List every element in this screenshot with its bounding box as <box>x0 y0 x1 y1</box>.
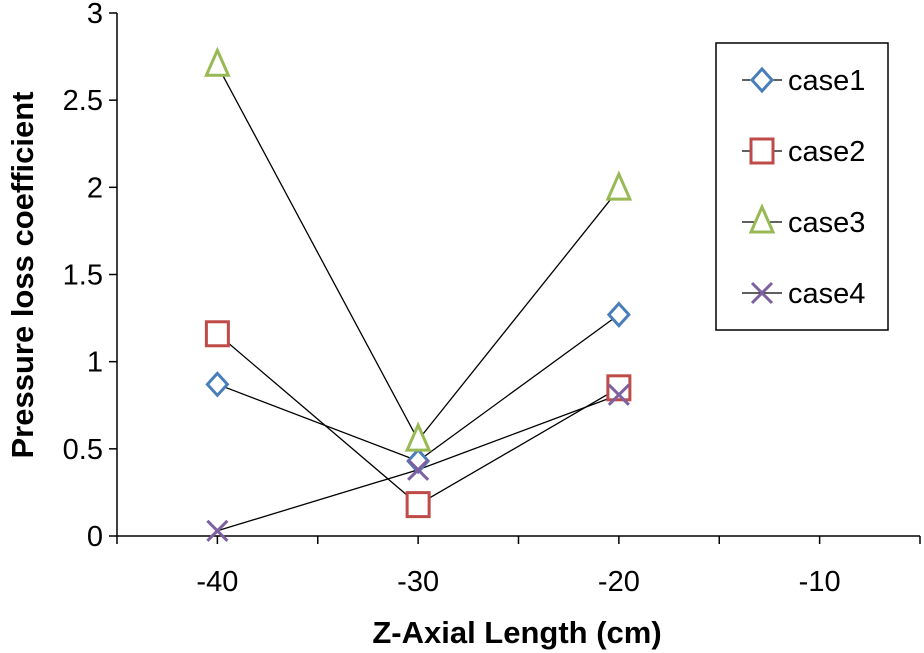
legend-label-case4: case4 <box>788 278 865 310</box>
series-line-case2 <box>216 333 620 506</box>
y-axis-title: Pressure loss coefficient <box>5 92 40 459</box>
data-point-case4 <box>407 458 430 481</box>
y-tick-label: 0 <box>87 521 103 553</box>
data-point-case4 <box>607 383 630 406</box>
legend: case1 case2 case3 case4 <box>715 42 889 331</box>
legend-label-case1: case1 <box>788 65 865 97</box>
legend-marker-case4 <box>750 281 774 305</box>
y-tick-label: 2.5 <box>63 85 103 117</box>
x-axis-title: Z-Axial Length (cm) <box>372 615 661 650</box>
data-point-case3 <box>404 421 432 452</box>
legend-label-case3: case3 <box>788 207 865 239</box>
x-marker-stroke <box>206 519 229 542</box>
data-point-case2 <box>405 491 431 519</box>
data-point-case2 <box>204 320 230 348</box>
y-tick-label: 2 <box>87 172 103 204</box>
series-line-case3 <box>216 64 620 442</box>
x-marker-stroke <box>607 383 630 406</box>
data-point-case1 <box>205 371 230 398</box>
x-axis-ticks: -40 -30 -20 -10 <box>116 536 921 598</box>
data-point-case3 <box>204 46 231 77</box>
data-point-case1 <box>606 301 631 328</box>
legend-marker-case2 <box>749 137 775 165</box>
legend-label-case2: case2 <box>788 136 865 168</box>
legend-marker-case1 <box>749 66 775 94</box>
y-tick-label: 3 <box>87 0 103 30</box>
data-point-case4 <box>206 519 229 542</box>
x-marker-stroke <box>407 458 430 481</box>
legend-marker-case3 <box>748 203 776 234</box>
y-tick-label: 1.5 <box>63 260 103 292</box>
x-tick-label: -30 <box>397 566 439 598</box>
series-markers <box>204 46 633 542</box>
x-tick-label: -20 <box>598 566 640 598</box>
x-tick-label: -10 <box>799 566 841 598</box>
y-axis-ticks: 0 0.5 1 1.5 2 2.5 3 <box>63 0 117 553</box>
y-tick-label: 0.5 <box>63 434 103 466</box>
y-tick-label: 1 <box>87 347 103 379</box>
data-point-case2 <box>606 374 632 402</box>
data-point-case3 <box>605 170 633 201</box>
x-marker-stroke <box>750 281 774 305</box>
x-tick-label: -40 <box>196 566 238 598</box>
legend-box <box>715 42 889 331</box>
